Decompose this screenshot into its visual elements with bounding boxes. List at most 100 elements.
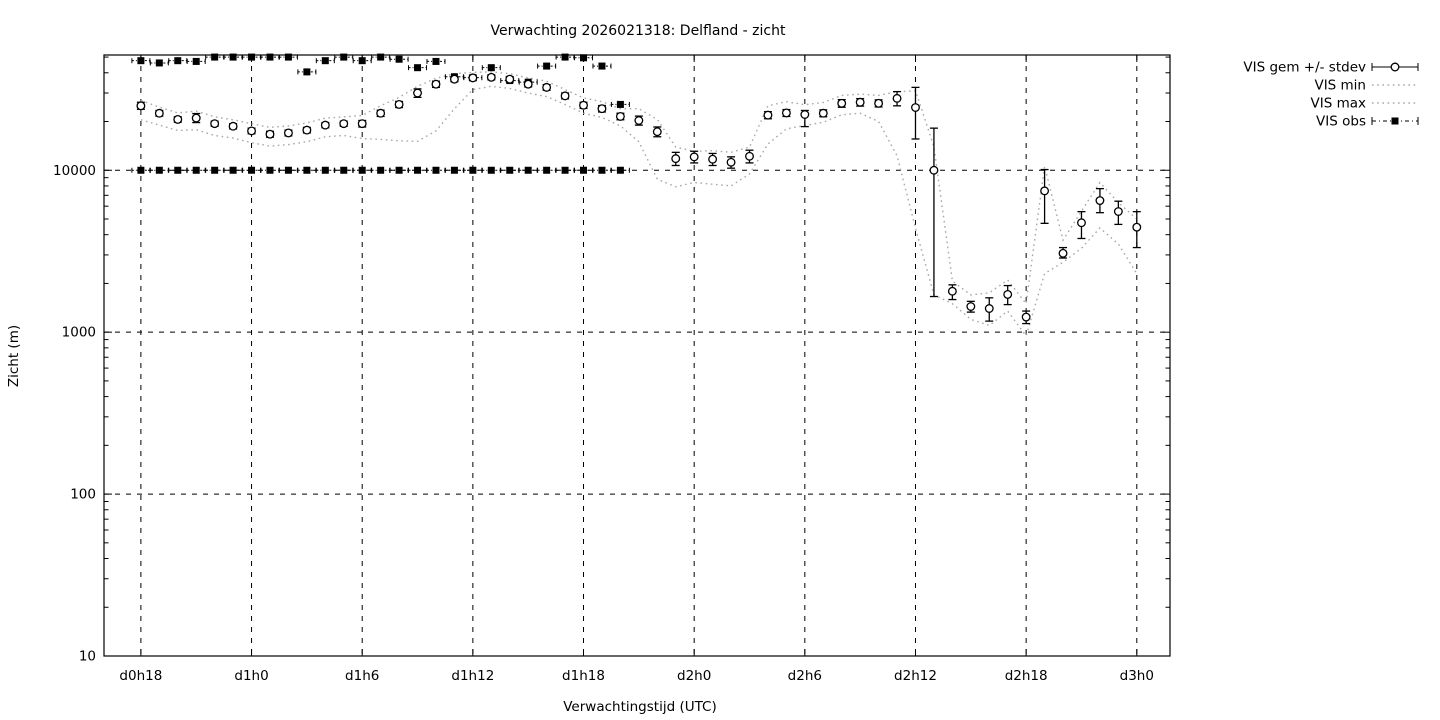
- gem-circle-marker: [505, 74, 515, 84]
- vis-min-line: [140, 85, 1138, 338]
- gem-point: [929, 127, 939, 298]
- gem-circle-marker: [1021, 312, 1031, 322]
- obs-square-marker: [137, 57, 145, 65]
- x-tick-label: d1h18: [562, 668, 605, 684]
- gem-circle-marker: [929, 165, 939, 175]
- chart-title: Verwachting 2026021318: Delfland - zicht: [491, 23, 786, 39]
- obs-square-marker: [616, 166, 624, 174]
- gem-point: [671, 151, 681, 167]
- obs-point: [592, 166, 612, 174]
- gem-point: [1077, 211, 1086, 240]
- gem-point: [191, 112, 201, 124]
- obs-point: [389, 55, 409, 63]
- gem-point: [449, 74, 459, 84]
- gem-point: [911, 86, 920, 140]
- gem-circle-marker: [652, 127, 662, 137]
- obs-point: [149, 59, 169, 67]
- obs-square-marker: [543, 166, 551, 174]
- vis-max-line: [140, 71, 1138, 306]
- obs-square-marker: [321, 57, 329, 65]
- obs-square-marker: [211, 53, 219, 61]
- gem-point: [339, 119, 349, 129]
- legend-obs-marker: [1391, 117, 1399, 125]
- obs-square-marker: [358, 57, 366, 65]
- gem-point: [320, 120, 330, 130]
- gem-point: [357, 119, 367, 129]
- x-tick-label: d2h18: [1005, 668, 1048, 684]
- obs-square-marker: [155, 59, 163, 67]
- gem-point: [597, 104, 607, 114]
- gem-point: [468, 73, 478, 83]
- obs-point: [168, 57, 188, 65]
- obs-point: [131, 57, 151, 65]
- gem-point: [874, 98, 884, 108]
- obs-square-marker: [303, 68, 311, 76]
- obs-point: [537, 62, 557, 70]
- legend-label-vis-max: VIS max: [1311, 96, 1367, 112]
- y-tick-label: 10000: [53, 163, 96, 179]
- gem-point: [1058, 246, 1068, 259]
- gem-circle-marker: [634, 116, 644, 125]
- obs-square-marker: [414, 166, 422, 174]
- gem-point: [505, 74, 515, 84]
- obs-square-marker: [580, 166, 588, 174]
- gem-circle-marker: [763, 110, 773, 120]
- obs-square-marker: [248, 53, 256, 61]
- plot-render-layer: d0h18 d1h0 d1h6 d1h12 d1h18 d2h0 d2h6 d2h12 d2h1…: [53, 53, 1171, 684]
- gem-point: [726, 156, 736, 169]
- obs-square-marker: [358, 166, 366, 174]
- gem-point: [431, 79, 441, 89]
- x-tick-label: d3h0: [1120, 668, 1154, 684]
- gem-circle-marker: [874, 98, 884, 108]
- gem-point: [708, 152, 718, 167]
- obs-square-marker: [561, 53, 569, 61]
- obs-square-marker: [192, 166, 200, 174]
- y-tick-label: 10: [79, 649, 96, 665]
- obs-square-marker: [266, 53, 274, 61]
- obs-square-marker: [598, 62, 606, 70]
- obs-square-marker: [266, 166, 274, 174]
- x-tick-label: d2h12: [894, 668, 937, 684]
- gem-point: [1132, 211, 1142, 249]
- gem-circle-marker: [781, 108, 791, 118]
- obs-square-marker: [340, 166, 348, 174]
- gem-circle-marker: [597, 104, 607, 114]
- obs-square-marker: [284, 166, 292, 174]
- obs-point: [537, 166, 557, 174]
- obs-square-marker: [211, 166, 219, 174]
- legend-label-vis-gem: VIS gem +/- stdev: [1243, 60, 1366, 76]
- gem-circle-marker: [376, 108, 386, 118]
- obs-square-marker: [616, 100, 624, 108]
- obs-point: [408, 64, 428, 72]
- gem-circle-marker: [136, 101, 146, 111]
- obs-point: [149, 166, 169, 174]
- gem-point: [1021, 310, 1031, 325]
- legend-gem-marker: [1390, 62, 1400, 72]
- gem-point: [542, 82, 552, 92]
- obs-point: [574, 54, 594, 62]
- x-tick-label: d0h18: [119, 668, 162, 684]
- gem-circle-marker: [1040, 186, 1050, 196]
- obs-point: [371, 166, 391, 174]
- x-tick-label: d1h6: [345, 668, 379, 684]
- gem-point: [228, 121, 238, 131]
- obs-point: [297, 68, 317, 76]
- gem-circle-marker: [1132, 222, 1142, 232]
- axis-ticks: [104, 55, 1170, 657]
- obs-square-marker: [414, 64, 422, 72]
- gem-circle-marker: [210, 119, 220, 129]
- gem-circle-marker: [1095, 196, 1105, 205]
- gem-point: [210, 119, 220, 129]
- obs-square-marker: [543, 62, 551, 70]
- gem-circle-marker: [708, 154, 718, 164]
- obs-square-marker: [248, 166, 256, 174]
- obs-square-marker: [174, 57, 182, 65]
- series-vis-gem: [136, 72, 1142, 325]
- gem-circle-marker: [726, 157, 736, 167]
- obs-point: [131, 166, 151, 174]
- obs-point: [481, 64, 501, 72]
- y-tick-label: 1000: [62, 325, 96, 341]
- gem-point: [837, 98, 847, 108]
- obs-point: [610, 100, 630, 108]
